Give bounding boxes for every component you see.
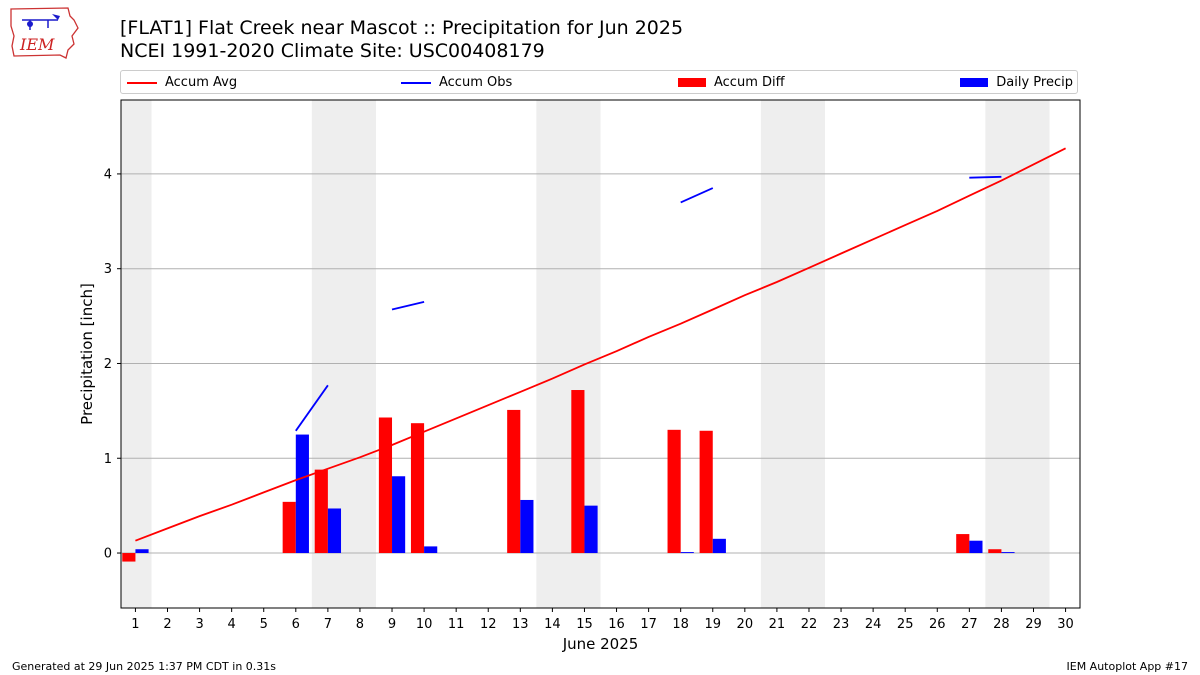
legend-label: Accum Obs — [439, 75, 513, 90]
accum-diff-bar — [988, 549, 1002, 554]
legend-item-daily-precip: Daily Precip — [960, 74, 1073, 92]
accum-obs-segment — [295, 384, 329, 432]
chart-title: [FLAT1] Flat Creek near Mascot :: Precip… — [120, 17, 684, 39]
x-tick-label: 28 — [993, 617, 1010, 632]
x-tick-label: 10 — [416, 617, 433, 632]
x-tick-label: 3 — [195, 617, 203, 632]
accum-diff-bar — [378, 417, 393, 554]
x-tick-label: 2 — [163, 617, 171, 632]
daily-precip-bar — [520, 499, 534, 554]
x-tick-label: 21 — [769, 617, 786, 632]
daily-precip-bar — [680, 552, 694, 554]
x-tick-label: 25 — [897, 617, 914, 632]
generated-timestamp: Generated at 29 Jun 2025 1:37 PM CDT in … — [12, 660, 277, 673]
weekend-shade — [760, 100, 826, 608]
x-tick-label: 23 — [833, 617, 850, 632]
legend-item-accum-diff: Accum Diff — [678, 74, 785, 92]
x-tick-label: 1 — [131, 617, 139, 632]
x-tick-label: 22 — [801, 617, 818, 632]
accum-obs-segment — [391, 301, 425, 311]
legend-label: Daily Precip — [996, 75, 1073, 90]
accum-avg-line — [135, 147, 1067, 542]
x-axis-label: June 2025 — [562, 635, 639, 653]
accum-diff-bar — [571, 390, 585, 554]
x-tick-label: 11 — [448, 617, 465, 632]
x-tick-label: 27 — [961, 617, 978, 632]
logo-text: IEM — [19, 35, 55, 54]
x-tick-label: 6 — [292, 617, 300, 632]
y-tick-label: 0 — [104, 547, 112, 562]
daily-precip-bar — [1001, 552, 1015, 554]
y-tick-label: 4 — [104, 167, 112, 182]
accum-diff-bar — [410, 423, 425, 554]
x-tick-label: 29 — [1025, 617, 1042, 632]
y-tick-label: 2 — [104, 357, 112, 372]
legend-swatch — [678, 78, 706, 87]
accum-obs-segment — [969, 175, 1002, 179]
legend: Accum Avg Accum Obs Accum Diff Daily Pre… — [120, 70, 1078, 94]
daily-precip-bar — [135, 549, 149, 554]
legend-item-accum-obs: Accum Obs — [401, 74, 512, 92]
weekend-shade — [121, 100, 152, 608]
app-credit: IEM Autoplot App #17 — [1066, 660, 1189, 673]
x-tick-label: 5 — [260, 617, 268, 632]
x-tick-label: 9 — [388, 617, 396, 632]
accum-diff-bar — [507, 409, 521, 554]
y-axis-label: Precipitation [inch] — [78, 283, 96, 425]
plot-frame — [120, 99, 1081, 609]
x-tick-label: 26 — [929, 617, 946, 632]
daily-precip-bar — [295, 434, 309, 554]
iem-logo: IEM — [10, 7, 79, 59]
x-tick-label: 20 — [737, 617, 754, 632]
legend-label: Accum Avg — [165, 75, 238, 90]
daily-precip-bar — [712, 538, 726, 554]
x-tick-label: 4 — [228, 617, 236, 632]
x-tick-label: 14 — [544, 617, 561, 632]
accum-diff-bar — [122, 553, 136, 562]
x-tick-label: 18 — [672, 617, 689, 632]
y-tick-label: 3 — [104, 262, 112, 277]
x-tick-label: 24 — [865, 617, 882, 632]
accum-diff-bar — [667, 429, 681, 554]
weekend-shade — [985, 100, 1050, 608]
daily-precip-bar — [424, 546, 438, 554]
x-tick-label: 15 — [576, 617, 593, 632]
x-tick-label: 17 — [640, 617, 657, 632]
legend-swatch — [960, 78, 989, 87]
x-tick-label: 7 — [324, 617, 332, 632]
accum-diff-bar — [314, 469, 328, 554]
x-tick-label: 8 — [356, 617, 364, 632]
daily-precip-bar — [392, 476, 406, 554]
daily-precip-bar — [327, 508, 342, 554]
y-tick-label: 1 — [104, 452, 112, 467]
x-tick-label: 12 — [480, 617, 497, 632]
legend-item-accum-avg: Accum Avg — [127, 74, 237, 92]
daily-precip-bar — [969, 540, 983, 554]
legend-label: Accum Diff — [714, 75, 785, 90]
accum-diff-bar — [956, 534, 970, 554]
x-tick-label: 30 — [1057, 617, 1074, 632]
chart-subtitle: NCEI 1991-2020 Climate Site: USC00408179 — [120, 40, 545, 62]
legend-swatch — [401, 81, 431, 84]
legend-swatch — [127, 81, 157, 84]
x-tick-label: 13 — [512, 617, 529, 632]
accum-diff-bar — [282, 501, 296, 554]
daily-precip-bar — [584, 505, 598, 554]
x-tick-label: 19 — [704, 617, 721, 632]
x-tick-label: 16 — [608, 617, 625, 632]
accum-obs-segment — [680, 187, 714, 204]
accum-diff-bar — [699, 430, 713, 554]
